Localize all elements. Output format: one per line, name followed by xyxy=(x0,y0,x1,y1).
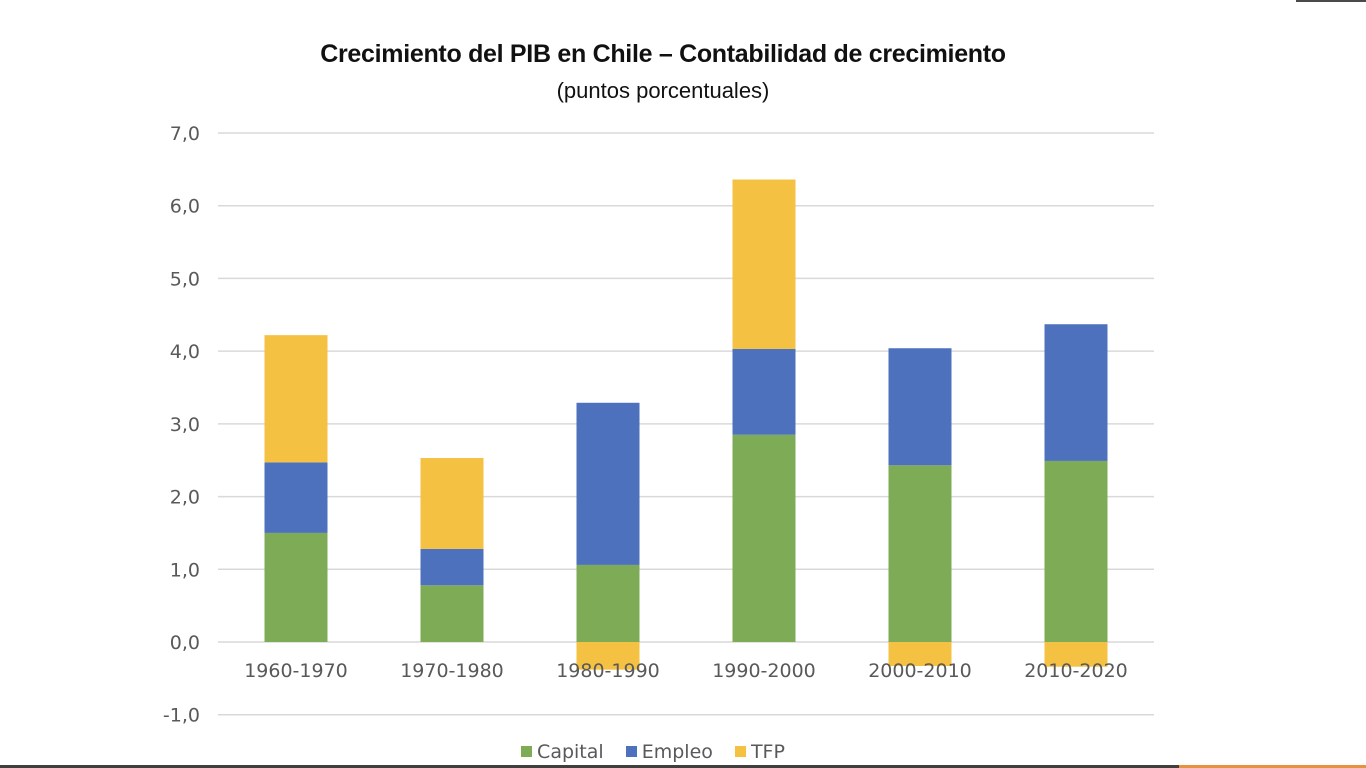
gridlines xyxy=(218,133,1154,715)
x-tick-label: 2010-2020 xyxy=(1024,660,1128,682)
bar-tfp-1990-2000 xyxy=(733,180,796,349)
bar-capital-1990-2000 xyxy=(733,435,796,642)
legend-swatch-empleo xyxy=(626,746,637,757)
y-axis-ticks: 7,0 6,0 5,0 4,0 3,0 2,0 1,0 0,0 -1,0 xyxy=(163,123,200,727)
x-axis-ticks: 1960-1970 1970-1980 1980-1990 1990-2000 2000… xyxy=(244,660,1128,682)
legend-label-tfp: TFP xyxy=(751,741,785,763)
legend-label-capital: Capital xyxy=(537,741,604,763)
x-tick-label: 2000-2010 xyxy=(868,660,972,682)
y-tick-label: 1,0 xyxy=(170,559,200,581)
y-tick-label: -1,0 xyxy=(163,705,200,727)
bar-capital-1980-1990 xyxy=(577,565,640,642)
x-tick-label: 1970-1980 xyxy=(400,660,504,682)
y-tick-label: 0,0 xyxy=(170,632,200,654)
y-tick-label: 3,0 xyxy=(170,414,200,436)
bar-empleo-1970-1980 xyxy=(421,549,484,585)
legend-swatch-capital xyxy=(521,746,532,757)
y-tick-label: 7,0 xyxy=(170,123,200,145)
bar-empleo-1990-2000 xyxy=(733,349,796,435)
x-tick-label: 1960-1970 xyxy=(244,660,348,682)
legend: Capital Empleo TFP xyxy=(0,741,1306,763)
legend-item-tfp: TFP xyxy=(735,741,785,763)
y-tick-label: 6,0 xyxy=(170,196,200,218)
bar-capital-1970-1980 xyxy=(421,585,484,642)
legend-item-capital: Capital xyxy=(521,741,604,763)
bar-empleo-2010-2020 xyxy=(1045,324,1108,461)
y-tick-label: 2,0 xyxy=(170,487,200,509)
legend-swatch-tfp xyxy=(735,746,746,757)
x-tick-label: 1990-2000 xyxy=(712,660,816,682)
x-tick-label: 1980-1990 xyxy=(556,660,660,682)
bar-capital-2010-2020 xyxy=(1045,461,1108,642)
bar-capital-1960-1970 xyxy=(265,533,328,642)
legend-label-empleo: Empleo xyxy=(642,741,713,763)
bar-tfp-1970-1980 xyxy=(421,458,484,549)
bar-tfp-1960-1970 xyxy=(265,335,328,462)
y-tick-label: 5,0 xyxy=(170,268,200,290)
bar-empleo-2000-2010 xyxy=(889,348,952,465)
bar-empleo-1980-1990 xyxy=(577,403,640,565)
bar-empleo-1960-1970 xyxy=(265,462,328,533)
y-tick-label: 4,0 xyxy=(170,341,200,363)
bar-capital-2000-2010 xyxy=(889,465,952,642)
legend-item-empleo: Empleo xyxy=(626,741,713,763)
